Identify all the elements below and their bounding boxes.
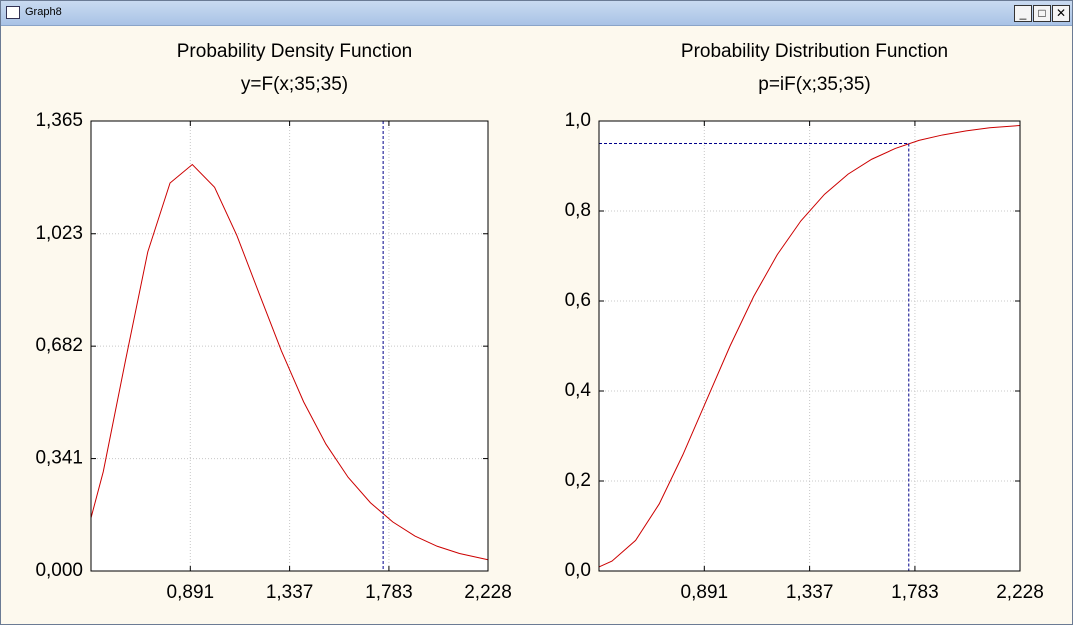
- x-tick-label: 2,228: [996, 582, 1044, 603]
- y-tick-label: 0,682: [35, 335, 83, 356]
- x-tick-label: 0,891: [681, 582, 729, 603]
- x-tick-label: 1,783: [891, 582, 939, 603]
- chart-title: Probability Distribution Function: [681, 41, 948, 62]
- plot-frame: [598, 120, 1021, 572]
- curve: [598, 125, 1021, 568]
- window-icon: [6, 6, 20, 19]
- x-tick-label: 1,337: [786, 582, 834, 603]
- y-tick-label: 1,023: [35, 223, 83, 244]
- charts: Probability Density Function y=F(x;35;35)…: [35, 41, 1044, 603]
- x-tick-label: 1,783: [365, 582, 413, 603]
- title-bar: Graph8 _ □ ✕: [1, 1, 1072, 26]
- close-button[interactable]: ✕: [1052, 5, 1070, 22]
- y-tick-label: 0,2: [565, 470, 591, 491]
- y-tick-label: 0,4: [565, 380, 592, 401]
- y-tick-label: 1,365: [35, 110, 83, 131]
- x-tick-label: 1,337: [266, 582, 314, 603]
- y-tick-label: 1,0: [565, 110, 591, 131]
- y-tick-label: 0,341: [35, 448, 83, 469]
- x-tick-label: 2,228: [464, 582, 512, 603]
- chart-title: Probability Density Function: [177, 41, 413, 62]
- y-tick-label: 0,8: [565, 200, 591, 221]
- window-title: Graph8: [25, 6, 62, 18]
- y-tick-label: 0,6: [565, 290, 591, 311]
- x-tick-label: 0,891: [167, 582, 215, 603]
- plot-frame: [90, 120, 489, 572]
- minimize-button[interactable]: _: [1014, 5, 1032, 22]
- maximize-button[interactable]: □: [1033, 5, 1051, 22]
- chart-subtitle: y=F(x;35;35): [241, 74, 348, 95]
- y-tick-label: 0,000: [35, 560, 83, 581]
- y-tick-label: 0,0: [565, 560, 591, 581]
- curve: [90, 163, 489, 561]
- chart-subtitle: p=iF(x;35;35): [758, 74, 870, 95]
